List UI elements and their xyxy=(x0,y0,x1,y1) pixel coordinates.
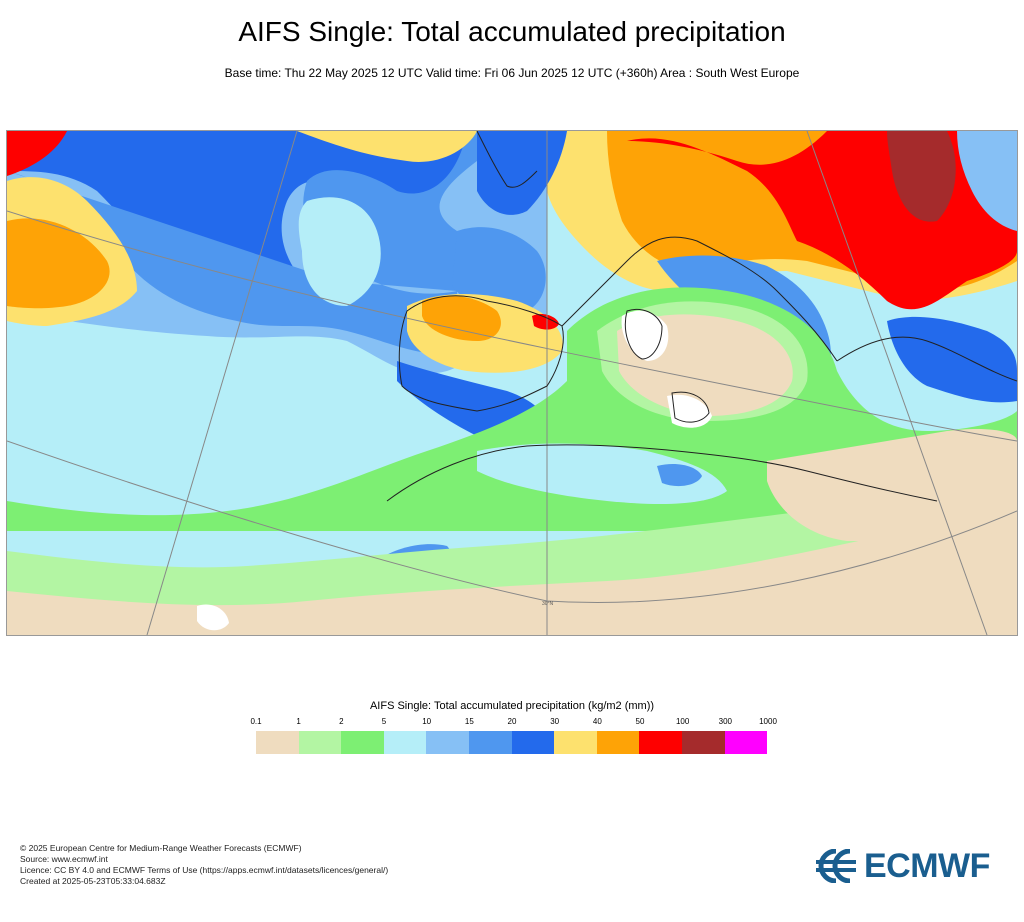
legend-title: AIFS Single: Total accumulated precipita… xyxy=(369,700,655,712)
legend-tick-label: 5 xyxy=(381,717,387,726)
north-yellow-top xyxy=(297,131,477,162)
chart-subtitle: Base time: Thu 22 May 2025 12 UTC Valid … xyxy=(224,66,800,80)
uk-blue-region xyxy=(477,131,567,215)
chart-title: AIFS Single: Total accumulated precipita… xyxy=(238,16,786,47)
footer-credits: © 2025 European Centre for Medium-Range … xyxy=(20,843,388,887)
sahara-white-patch xyxy=(197,604,229,631)
coastlines xyxy=(386,131,1017,502)
legend-tick-label: 30 xyxy=(550,717,560,726)
atlantic-red-strip xyxy=(7,131,67,176)
legend-swatch-10 xyxy=(681,731,725,754)
lat-label-30n: 30°N xyxy=(542,601,554,607)
legend-colorbar xyxy=(256,731,768,754)
footer-created: Created at 2025-05-23T05:33:04.683Z xyxy=(20,876,166,886)
legend-swatch-3 xyxy=(383,731,427,754)
legend-tick-label: 0.1 xyxy=(250,717,262,726)
france-blue-region xyxy=(452,227,546,313)
legend-swatch-1 xyxy=(298,731,342,754)
legend-swatch-7 xyxy=(554,731,597,754)
iberia-red-patch xyxy=(532,313,559,330)
legend-tick-label: 20 xyxy=(507,717,517,726)
algeria-blue-patch xyxy=(657,464,702,487)
sahara-tan-region xyxy=(7,491,1017,635)
legend-ticks: 0.1 1 2 5 10 15 20 30 40 50 100 300 1000 xyxy=(250,717,776,729)
graticule xyxy=(7,131,1017,635)
footer-copyright: © 2025 European Centre for Medium-Range … xyxy=(20,843,302,853)
legend-swatch-11 xyxy=(724,731,768,754)
europe-dark-red-region xyxy=(887,131,956,222)
legend-tick-label: 100 xyxy=(675,717,690,726)
legend-tick-label: 300 xyxy=(718,717,733,726)
precipitation-map: 30°N xyxy=(6,130,1018,636)
legend-swatch-4 xyxy=(426,731,469,754)
legend-tick-label: 50 xyxy=(635,717,645,726)
legend-swatch-8 xyxy=(596,731,640,754)
legend-swatch-6 xyxy=(511,731,555,754)
ecmwf-logo-icon xyxy=(816,849,856,883)
atlantic-light-blue-patch xyxy=(298,197,381,306)
legend-tick-label: 1 xyxy=(296,717,301,726)
east-tan-region xyxy=(767,429,1017,541)
footer-licence: Licence: CC BY 4.0 and ECMWF Terms of Us… xyxy=(20,865,389,875)
legend-tick-label: 15 xyxy=(464,717,474,726)
algeria-light-blue xyxy=(477,443,727,504)
legend-swatch-5 xyxy=(468,731,512,754)
legend-swatch-9 xyxy=(639,731,682,754)
legend-tick-label: 2 xyxy=(339,717,344,726)
atlantic-orange-region xyxy=(7,218,110,309)
legend-swatch-0 xyxy=(256,731,299,754)
atlantic-blue-band-2 xyxy=(7,131,477,354)
ecmwf-logo-text: ECMWF xyxy=(864,846,990,885)
map-canvas: 30°N xyxy=(7,131,1017,635)
legend-tick-label: 1000 xyxy=(759,717,777,726)
legend-swatch-2 xyxy=(341,731,384,754)
east-blue-region xyxy=(957,131,1017,231)
legend-tick-label: 10 xyxy=(422,717,432,726)
balkans-blue-region xyxy=(887,316,1017,403)
ecmwf-logo: ECMWF xyxy=(812,846,1008,886)
legend-tick-label: 40 xyxy=(592,717,602,726)
footer-source: Source: www.ecmwf.int xyxy=(20,854,108,864)
iberia-orange-region xyxy=(422,295,501,341)
